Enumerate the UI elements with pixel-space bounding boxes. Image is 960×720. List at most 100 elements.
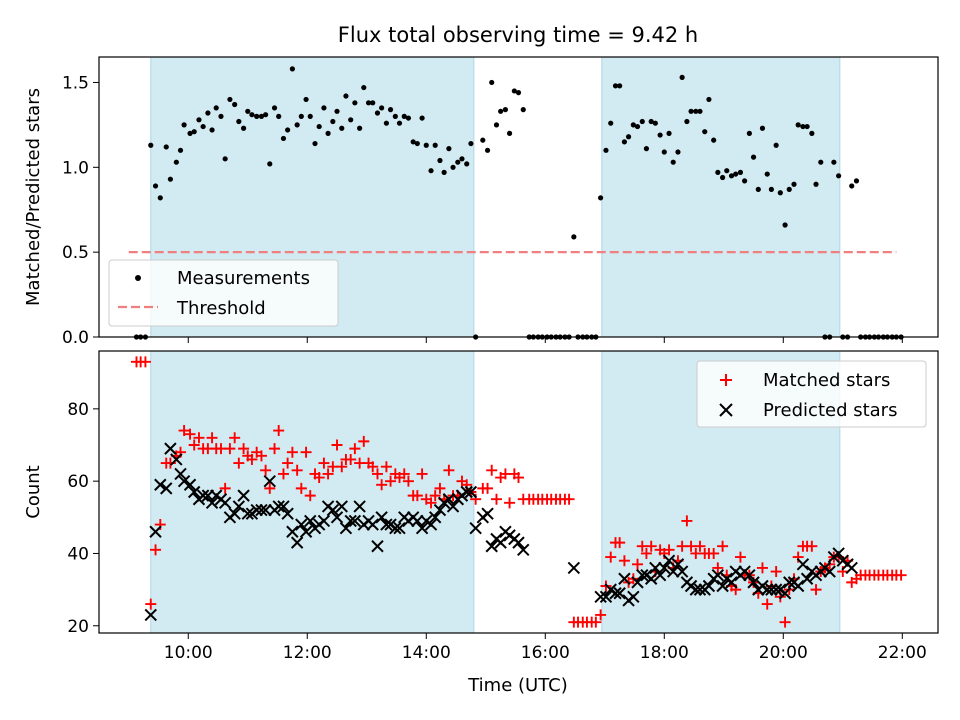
predicted-star-point [424, 518, 438, 531]
x-tick-label: 18:00 [640, 643, 689, 663]
measurement-point [617, 83, 623, 89]
measurement-point [648, 118, 654, 125]
bottom-y-tick-label: 40 [67, 544, 89, 564]
predicted-star-point [281, 507, 294, 520]
measurement-point [493, 122, 500, 128]
measurement-point [330, 118, 336, 125]
measurement-point [520, 107, 526, 113]
measurement-point [191, 129, 197, 135]
measurement-point [675, 149, 681, 155]
predicted-star-point [442, 493, 456, 506]
measurement-point [639, 118, 645, 125]
measurement-point [387, 107, 394, 113]
predicted-star-point [411, 514, 424, 528]
bottom-legend: Matched stars Predicted stars [696, 360, 927, 428]
measurement-point [383, 120, 390, 126]
measurement-point [321, 105, 327, 111]
predicted-star-point [149, 525, 162, 538]
top-axes: 0.0 0.5 1.0 1.5 [62, 73, 903, 348]
matched-star-point [482, 482, 494, 494]
top-y-tick-label: 1.0 [62, 158, 89, 178]
matched-star-point [282, 457, 294, 469]
measurement-point [468, 140, 474, 147]
measurement-point [706, 96, 712, 103]
predicted-star-point [290, 536, 304, 549]
matched-star-point [434, 482, 446, 494]
predicted-star-point [295, 518, 308, 531]
matched-star-point [380, 461, 392, 473]
measurement-point [263, 112, 269, 118]
matched-star-point [224, 443, 236, 455]
bottom-y-tick-label: 60 [67, 472, 89, 492]
measurement-point [428, 168, 434, 174]
matched-star-point [150, 544, 162, 556]
predicted-star-point [494, 536, 507, 549]
predicted-star-point [348, 514, 362, 528]
measurement-point [625, 134, 632, 140]
measurement-point [652, 120, 658, 126]
predicted-star-point [330, 511, 344, 524]
predicted-star-point [380, 518, 393, 531]
predicted-star-point [567, 561, 581, 575]
measurement-point [222, 156, 228, 162]
measurement-point [719, 174, 726, 181]
measurement-point [232, 101, 238, 108]
measurement-point [742, 178, 748, 184]
bottom-y-tick-label: 20 [67, 617, 89, 637]
bottom-plot-area [130, 356, 907, 628]
measurement-point [702, 129, 708, 135]
measurement-point [157, 195, 163, 201]
matched-star-point [322, 468, 334, 480]
measurement-point [441, 169, 447, 175]
predicted-star-point [205, 496, 219, 510]
predicted-star-point [174, 467, 187, 481]
matched-star-point [260, 464, 272, 476]
measurement-point [515, 90, 522, 96]
top-axes-frame [98, 56, 939, 338]
measurement-point [679, 74, 685, 80]
measurement-point [205, 110, 211, 116]
predicted-star-point [627, 590, 640, 604]
measurement-point [177, 147, 184, 153]
predicted-star-point [791, 579, 805, 593]
measurement-point [148, 142, 154, 148]
matched-star-point [708, 547, 720, 559]
predicted-star-point [371, 540, 384, 553]
measurement-point [791, 181, 797, 187]
predicted-star-point [845, 561, 858, 575]
predicted-star-point [196, 489, 210, 502]
matched-star-point [663, 544, 675, 556]
predicted-star-point [286, 525, 299, 538]
measurement-point [598, 195, 604, 201]
predicted-star-point [393, 521, 406, 535]
measurement-point [361, 84, 367, 91]
measurement-point [173, 159, 179, 165]
matched-star-point [184, 428, 196, 440]
measurement-point [405, 115, 412, 121]
matched-star-point [139, 356, 151, 368]
matched-star-point [371, 468, 383, 480]
matched-star-point [145, 598, 157, 610]
measurement-point [782, 222, 788, 228]
measurement-point [196, 117, 202, 123]
predicted-star-point [339, 521, 353, 535]
x-tick-label: 22:00 [878, 643, 927, 663]
measurement-point [777, 190, 783, 196]
predicted-star-point [689, 583, 703, 596]
top-legend-box [108, 259, 339, 327]
measurement-point [643, 146, 650, 152]
predicted-star-point [415, 521, 429, 535]
predicted-star-point [662, 554, 676, 567]
matched-star-point [233, 457, 245, 469]
matched-star-point [349, 443, 361, 455]
measurement-point [218, 113, 224, 119]
matched-star-point [385, 475, 397, 487]
bottom-y-tick-label: 80 [67, 400, 89, 420]
top-y-axis-label: Matched/Predicted stars [23, 88, 44, 306]
measurement-point [715, 169, 721, 175]
matched-star-point [761, 598, 773, 610]
predicted-star-point [326, 503, 340, 517]
predicted-star-point [671, 558, 685, 571]
predicted-star-point [344, 514, 357, 528]
